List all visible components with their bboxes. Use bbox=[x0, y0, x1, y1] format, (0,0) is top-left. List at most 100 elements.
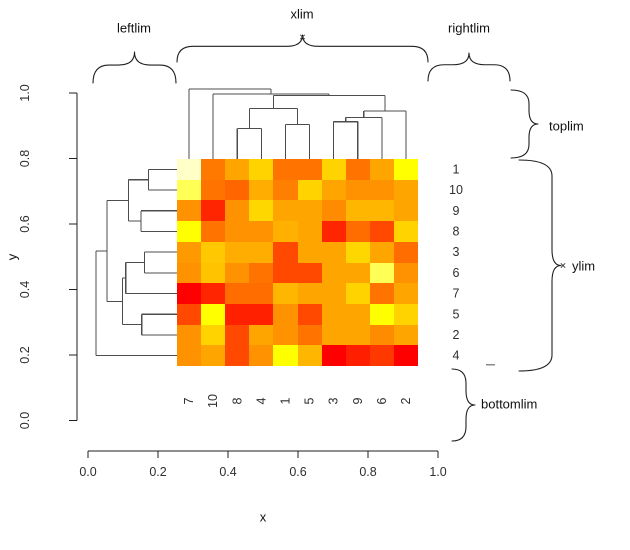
heatmap-cell bbox=[369, 324, 394, 346]
heatmap-cell bbox=[177, 221, 202, 242]
row-index-label: 8 bbox=[453, 224, 460, 238]
row-index-label: 4 bbox=[453, 349, 460, 363]
col-index-label: 5 bbox=[303, 397, 317, 404]
heatmap-cell bbox=[393, 262, 418, 284]
heatmap-cell bbox=[201, 159, 226, 180]
col-index-label: 4 bbox=[254, 397, 268, 404]
col-index-label: 6 bbox=[375, 397, 389, 404]
y-tick-label: 0.4 bbox=[18, 281, 32, 298]
heatmap-cell bbox=[321, 283, 346, 304]
heatmap-cell bbox=[393, 159, 418, 180]
heatmap-cell bbox=[321, 200, 346, 222]
heatmap-cell bbox=[225, 345, 250, 366]
heatmap-cell bbox=[249, 241, 274, 263]
heatmap-cell bbox=[201, 241, 226, 263]
heatmap-cell bbox=[345, 159, 370, 180]
heatmap-cell bbox=[345, 324, 370, 346]
heatmap-cell bbox=[273, 283, 298, 304]
ylim-label: ylim bbox=[572, 258, 596, 274]
heatmap-cell bbox=[393, 345, 418, 366]
heatmap-cell bbox=[225, 324, 250, 346]
col-index-label: 1 bbox=[278, 397, 292, 404]
row-index-label: 3 bbox=[453, 245, 460, 259]
heatmap-cell bbox=[273, 303, 298, 325]
heatmap-cell bbox=[177, 283, 202, 304]
heatmap-cell bbox=[369, 283, 394, 304]
heatmap-cell bbox=[321, 303, 346, 325]
heatmap-cell bbox=[273, 345, 298, 366]
row-index-label: 9 bbox=[453, 204, 460, 218]
leftlim-brace bbox=[92, 51, 177, 84]
col-index-label: 9 bbox=[351, 397, 365, 404]
heatmap-cell bbox=[201, 283, 226, 304]
heatmap-cell bbox=[345, 221, 370, 242]
heatmap-cell bbox=[297, 345, 322, 366]
heatmap-cell bbox=[177, 262, 202, 284]
heatmap-cell bbox=[345, 345, 370, 366]
heatmap-cell bbox=[225, 159, 250, 180]
heatmap-cell bbox=[321, 345, 346, 366]
heatmap-cell bbox=[177, 303, 202, 325]
heatmap-cell bbox=[369, 303, 394, 325]
heatmap-cell bbox=[297, 221, 322, 242]
heatmap-cell bbox=[297, 262, 322, 284]
xlim-label: xlim bbox=[290, 6, 314, 22]
heatmap-cell bbox=[321, 241, 346, 263]
row-index-label: 10 bbox=[449, 183, 463, 197]
heatmap-cell bbox=[345, 283, 370, 304]
row-index-label: 1 bbox=[453, 162, 460, 176]
heatmap-cell bbox=[249, 179, 274, 201]
heatmap-cell bbox=[369, 200, 394, 222]
bottomlim-brace bbox=[451, 368, 476, 442]
y-tick-label: 0.6 bbox=[18, 215, 32, 232]
heatmap-cell bbox=[393, 241, 418, 263]
rightlim-brace bbox=[427, 52, 511, 82]
heatmap-cell bbox=[321, 221, 346, 242]
ylim-brace bbox=[518, 159, 562, 372]
heatmap-cell bbox=[201, 324, 226, 346]
heatmap-cell bbox=[249, 159, 274, 180]
y-tick-label: 0.2 bbox=[18, 346, 32, 363]
heatmap-cell bbox=[177, 324, 202, 346]
heatmap-cell bbox=[225, 262, 250, 284]
y-tick-label: 0.8 bbox=[18, 150, 32, 167]
heatmap-cell bbox=[345, 179, 370, 201]
y-tick-label: 0.0 bbox=[18, 412, 32, 429]
heatmap-cell bbox=[177, 179, 202, 201]
heatmap-cell bbox=[321, 324, 346, 346]
heatmap-cell bbox=[369, 159, 394, 180]
heatmap-cell bbox=[369, 221, 394, 242]
heatmap-cell bbox=[249, 324, 274, 346]
x-axis-title: x bbox=[259, 509, 267, 525]
row-index-label: 6 bbox=[453, 266, 460, 280]
col-index-label: 2 bbox=[399, 397, 413, 404]
heatmap-cell bbox=[201, 303, 226, 325]
y-axis-title: y bbox=[4, 253, 20, 261]
heatmap-cell bbox=[345, 303, 370, 325]
xlim-tip-mark bbox=[299, 34, 306, 40]
heatmap-cell bbox=[297, 303, 322, 325]
heatmap-cell bbox=[249, 200, 274, 222]
heatmap-cell bbox=[249, 221, 274, 242]
heatmap-cell bbox=[297, 200, 322, 222]
x-tick-label: 0.0 bbox=[79, 465, 96, 479]
col-index-label: 7 bbox=[182, 397, 196, 404]
col-index-label: 10 bbox=[206, 394, 220, 408]
row-index-label: 5 bbox=[453, 307, 460, 321]
heatmap-cell bbox=[225, 303, 250, 325]
heatmap-cell bbox=[201, 345, 226, 366]
heatmap-cell bbox=[321, 262, 346, 284]
bottomlim-label: bottomlim bbox=[481, 396, 538, 412]
heatmap-cell bbox=[201, 179, 226, 201]
heatmap-cell bbox=[273, 262, 298, 284]
heatmap-cell bbox=[369, 179, 394, 201]
heatmap-cell bbox=[201, 200, 226, 222]
heatmap-cell bbox=[369, 262, 394, 284]
heatmap-cell bbox=[369, 241, 394, 263]
heatmap-cell bbox=[201, 262, 226, 284]
heatmap-cell bbox=[249, 283, 274, 304]
x-tick-label: 1.0 bbox=[429, 465, 446, 479]
heatmap-cell bbox=[297, 241, 322, 263]
heatmap-cell bbox=[177, 345, 202, 366]
